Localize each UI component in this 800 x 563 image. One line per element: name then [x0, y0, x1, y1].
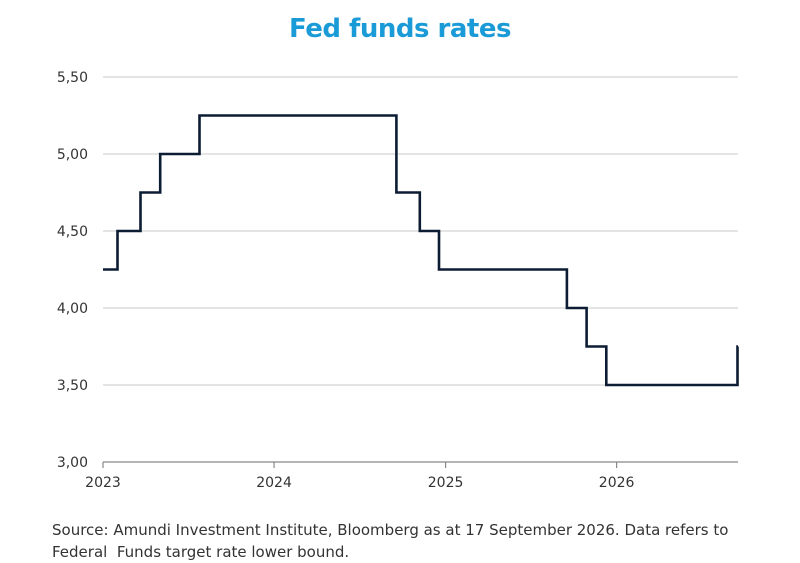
y-tick-label: 3,00: [57, 455, 88, 471]
chart-title: Fed funds rates: [289, 14, 511, 44]
x-tick-label: 2025: [428, 475, 464, 491]
y-tick-label: 4,50: [57, 224, 88, 240]
fed-funds-rate-line: [103, 114, 739, 387]
source-line-1: Source: Amundi Investment Institute, Blo…: [52, 521, 729, 539]
y-tick-label: 5,00: [57, 147, 88, 163]
source-note: Source: Amundi Investment Institute, Blo…: [52, 519, 792, 563]
y-tick-label: 4,00: [57, 301, 88, 317]
x-tick-label: 2026: [599, 475, 635, 491]
x-tick-label: 2023: [85, 475, 121, 491]
x-tick-label: 2024: [256, 475, 292, 491]
y-tick-label: 5,50: [57, 70, 88, 86]
y-tick-label: 3,50: [57, 378, 88, 394]
source-line-2: Federal Funds target rate lower bound.: [52, 543, 350, 561]
